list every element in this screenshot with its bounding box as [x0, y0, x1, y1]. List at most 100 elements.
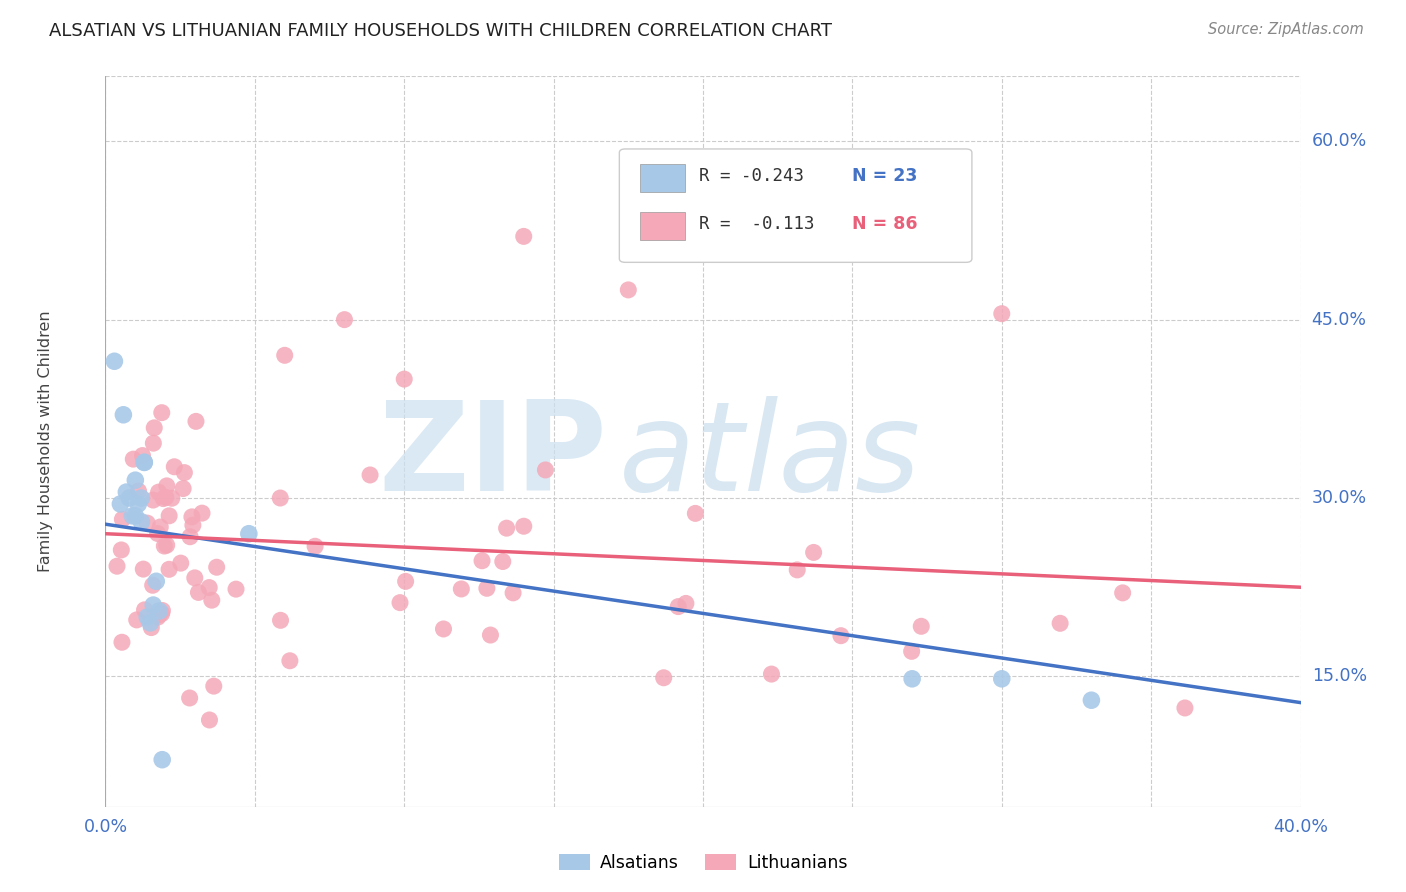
Point — [475, 582, 498, 596]
Point — [990, 307, 1012, 321]
Point — [134, 455, 156, 469]
Text: N = 23: N = 23 — [852, 167, 918, 185]
FancyBboxPatch shape — [619, 149, 972, 262]
Point — [148, 607, 170, 622]
Point — [157, 508, 180, 523]
Point — [160, 491, 183, 506]
Point — [394, 372, 416, 386]
Point — [1174, 701, 1197, 715]
Point — [146, 610, 169, 624]
Point — [910, 619, 932, 633]
Point — [124, 508, 146, 523]
Point — [359, 467, 381, 482]
Point — [450, 582, 472, 596]
Point — [786, 563, 808, 577]
Point — [148, 604, 170, 618]
Point — [238, 526, 260, 541]
Point — [389, 596, 412, 610]
Point — [156, 538, 179, 552]
Point — [617, 283, 640, 297]
Point — [132, 562, 155, 576]
Point — [432, 622, 454, 636]
Text: 40.0%: 40.0% — [1272, 818, 1329, 837]
Point — [184, 571, 207, 585]
Point — [111, 635, 134, 649]
Point — [156, 479, 179, 493]
Point — [471, 554, 494, 568]
Point — [146, 526, 169, 541]
Point — [129, 515, 153, 529]
Point — [187, 585, 209, 599]
Point — [901, 672, 924, 686]
Point — [134, 455, 156, 469]
Point — [172, 482, 194, 496]
Point — [492, 555, 515, 569]
Text: 60.0%: 60.0% — [1312, 132, 1367, 150]
Point — [127, 497, 149, 511]
Point — [685, 507, 707, 521]
Point — [803, 545, 825, 559]
Point — [112, 408, 135, 422]
Point — [1080, 693, 1102, 707]
Point — [145, 574, 167, 589]
Point — [513, 519, 536, 533]
Point — [124, 473, 146, 487]
Point — [180, 509, 202, 524]
Point — [105, 559, 128, 574]
Point — [269, 491, 291, 505]
Point — [173, 466, 195, 480]
Point — [150, 607, 173, 621]
Point — [900, 644, 922, 658]
Point — [125, 613, 148, 627]
Point — [304, 539, 326, 553]
Point — [202, 679, 225, 693]
Text: 30.0%: 30.0% — [1312, 489, 1367, 507]
Text: 0.0%: 0.0% — [83, 818, 128, 837]
Point — [179, 690, 201, 705]
Point — [205, 560, 228, 574]
Point — [122, 452, 145, 467]
Point — [479, 628, 502, 642]
Text: atlas: atlas — [619, 396, 921, 516]
Point — [131, 449, 153, 463]
Point — [121, 508, 143, 523]
Point — [139, 615, 162, 630]
Text: Family Households with Children: Family Households with Children — [38, 310, 53, 573]
Point — [1049, 616, 1071, 631]
Point — [170, 556, 193, 570]
Point — [652, 671, 675, 685]
Point — [110, 497, 132, 511]
Point — [534, 463, 557, 477]
Point — [198, 581, 221, 595]
Legend: Alsatians, Lithuanians: Alsatians, Lithuanians — [551, 847, 855, 879]
Point — [134, 603, 156, 617]
Text: 45.0%: 45.0% — [1312, 310, 1367, 328]
Point — [152, 603, 174, 617]
Point — [111, 512, 134, 526]
Point — [155, 491, 177, 505]
Point — [110, 543, 132, 558]
Point — [201, 593, 224, 607]
FancyBboxPatch shape — [640, 164, 685, 192]
Point — [157, 562, 180, 576]
Point — [1111, 586, 1133, 600]
Point — [142, 578, 165, 592]
Point — [181, 518, 204, 533]
Text: R =  -0.113: R = -0.113 — [699, 215, 815, 233]
Point — [333, 312, 356, 326]
Point — [149, 520, 172, 534]
Point — [141, 621, 163, 635]
Point — [675, 596, 697, 610]
Text: ALSATIAN VS LITHUANIAN FAMILY HOUSEHOLDS WITH CHILDREN CORRELATION CHART: ALSATIAN VS LITHUANIAN FAMILY HOUSEHOLDS… — [49, 22, 832, 40]
Point — [143, 421, 166, 435]
Text: N = 86: N = 86 — [852, 215, 918, 233]
Text: Source: ZipAtlas.com: Source: ZipAtlas.com — [1208, 22, 1364, 37]
Point — [118, 491, 141, 505]
FancyBboxPatch shape — [640, 212, 685, 240]
Point — [198, 713, 221, 727]
Point — [148, 485, 170, 500]
Text: ZIP: ZIP — [378, 396, 607, 516]
Point — [184, 414, 207, 428]
Text: R = -0.243: R = -0.243 — [699, 167, 804, 185]
Point — [153, 539, 176, 553]
